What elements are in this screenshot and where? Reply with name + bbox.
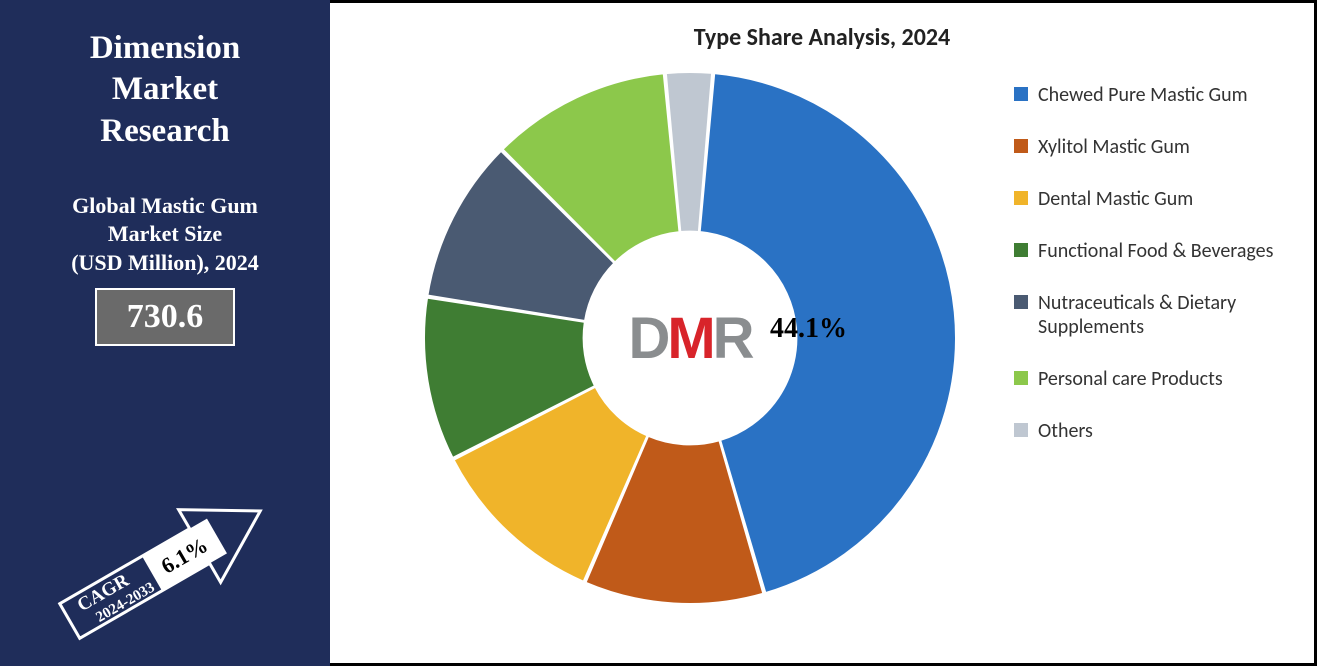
market-label-line-2: Market Size [20, 220, 310, 249]
market-size-label: Global Mastic Gum Market Size (USD Milli… [20, 192, 310, 278]
market-label-line-1: Global Mastic Gum [20, 192, 310, 221]
legend-swatch [1014, 295, 1028, 309]
logo-r: R [713, 305, 752, 372]
brand-line-1: Dimension [20, 28, 310, 69]
legend-label: Nutraceuticals & Dietary Supplements [1038, 291, 1274, 339]
main-panel: Type Share Analysis, 2024 DMR 44.1% Chew… [330, 0, 1317, 666]
legend-swatch [1014, 191, 1028, 205]
legend-label: Personal care Products [1038, 367, 1274, 391]
legend-label: Functional Food & Beverages [1038, 239, 1274, 263]
logo-d: D [628, 305, 667, 372]
brand-line-2: Market [20, 69, 310, 110]
legend-swatch [1014, 423, 1028, 437]
cagr-arrow: CAGR 2024-2033 6.1% [30, 466, 300, 646]
highlight-pct-label: 44.1% [770, 313, 847, 345]
legend-label: Xylitol Mastic Gum [1038, 135, 1274, 159]
market-label-line-3: (USD Million), 2024 [20, 249, 310, 278]
legend-label: Chewed Pure Mastic Gum [1038, 83, 1274, 107]
legend-item: Dental Mastic Gum [1014, 187, 1274, 211]
legend-item: Nutraceuticals & Dietary Supplements [1014, 291, 1274, 339]
legend-item: Chewed Pure Mastic Gum [1014, 83, 1274, 107]
center-logo: DMR [584, 232, 796, 444]
legend-swatch [1014, 243, 1028, 257]
legend-swatch [1014, 371, 1028, 385]
legend-item: Personal care Products [1014, 367, 1274, 391]
brand-title: Dimension Market Research [20, 28, 310, 152]
legend-label: Dental Mastic Gum [1038, 187, 1274, 211]
legend-label: Others [1038, 419, 1274, 443]
legend-swatch [1014, 139, 1028, 153]
legend-item: Others [1014, 419, 1274, 443]
chart-title: Type Share Analysis, 2024 [330, 23, 1314, 52]
chart-legend: Chewed Pure Mastic Gum Xylitol Mastic Gum… [1014, 83, 1274, 471]
legend-item: Functional Food & Beverages [1014, 239, 1274, 263]
market-size-value: 730.6 [95, 288, 236, 346]
brand-line-3: Research [20, 111, 310, 152]
donut-chart: DMR [410, 58, 970, 618]
logo-m: M [667, 305, 712, 372]
sidebar-panel: Dimension Market Research Global Mastic … [0, 0, 330, 666]
legend-item: Xylitol Mastic Gum [1014, 135, 1274, 159]
legend-swatch [1014, 87, 1028, 101]
